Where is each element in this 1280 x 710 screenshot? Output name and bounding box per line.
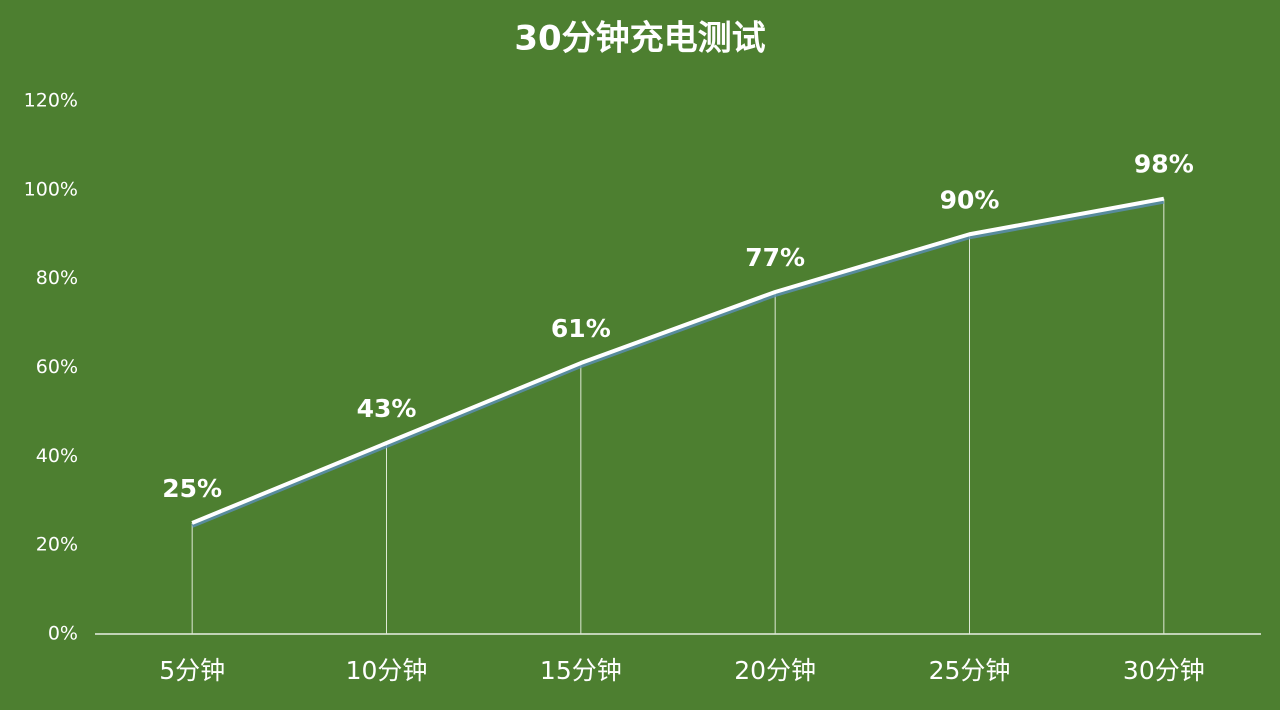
- data-label: 25%: [162, 474, 222, 503]
- y-tick-label: 80%: [36, 267, 78, 289]
- y-tick-label: 0%: [48, 623, 78, 645]
- y-tick-label: 40%: [36, 445, 78, 467]
- data-label: 98%: [1134, 150, 1194, 179]
- data-label: 90%: [940, 185, 1000, 214]
- chart-title: 30分钟充电测试: [514, 19, 765, 59]
- y-tick-label: 20%: [36, 534, 78, 556]
- x-tick-label: 20分钟: [734, 656, 816, 685]
- x-tick-label: 30分钟: [1123, 656, 1205, 685]
- y-tick-label: 120%: [24, 90, 78, 112]
- x-tick-label: 15分钟: [540, 656, 622, 685]
- line: [191, 196, 1165, 525]
- y-tick-label: 60%: [36, 356, 78, 378]
- y-tick-label: 100%: [24, 178, 78, 200]
- x-tick-label: 25分钟: [929, 656, 1011, 685]
- data-label: 77%: [745, 243, 805, 272]
- data-label: 61%: [551, 314, 611, 343]
- x-tick-label: 5分钟: [159, 656, 225, 685]
- line-shadow: [191, 199, 1165, 528]
- data-label: 43%: [357, 394, 417, 423]
- x-tick-label: 10分钟: [346, 656, 428, 685]
